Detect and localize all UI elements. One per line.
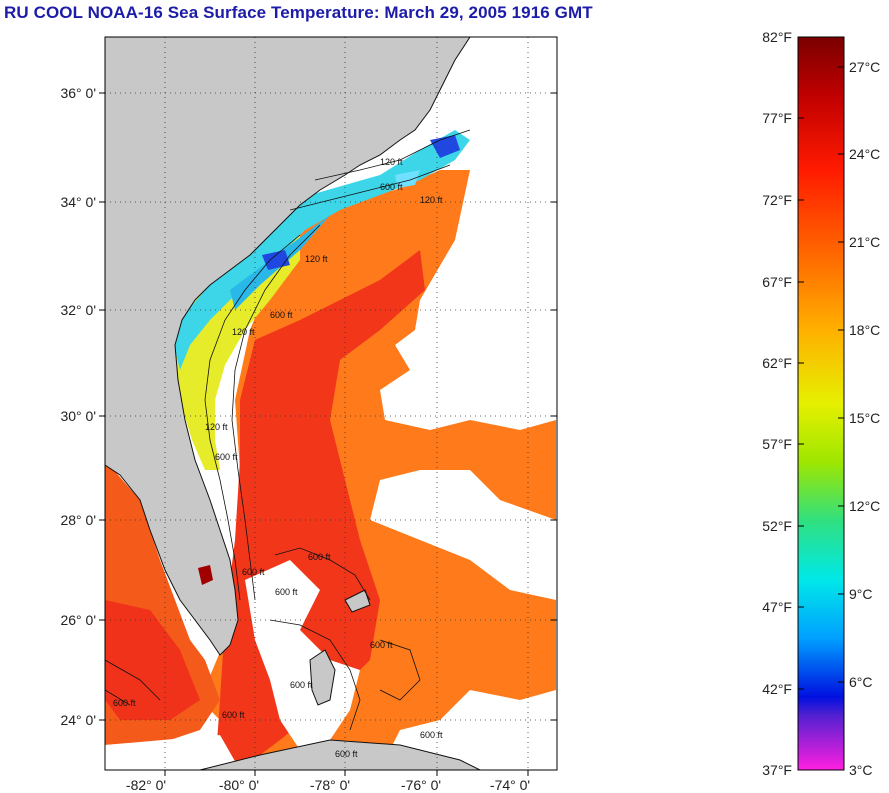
bahamas-clouds bbox=[245, 560, 360, 750]
map-frame bbox=[104, 36, 558, 771]
cuba-land bbox=[199, 739, 481, 770]
lon-label: -82° 0' bbox=[126, 777, 166, 793]
lat-label: 36° 0' bbox=[60, 85, 96, 101]
colorbar-f-label: 42°F bbox=[762, 681, 792, 697]
colorbar-f-label: 37°F bbox=[762, 762, 792, 778]
lake-okeechobee bbox=[198, 565, 213, 585]
colorbar-f-label: 67°F bbox=[762, 274, 792, 290]
lat-label: 26° 0' bbox=[60, 612, 96, 628]
contour-line-120ft bbox=[204, 234, 301, 601]
colorbar-c-label: 18°C bbox=[849, 322, 880, 338]
map-panel: 120 ft 120 ft 600 ft 120 ft 600 ft 600 f… bbox=[105, 37, 557, 770]
colorbar-c-label: 9°C bbox=[849, 586, 873, 602]
colorbar-c-label: 6°C bbox=[849, 674, 873, 690]
andros-island bbox=[309, 649, 336, 706]
contour-lines-bahamas bbox=[269, 547, 421, 731]
contour-label: 600 ft bbox=[380, 182, 403, 192]
lon-label: -80° 0' bbox=[219, 777, 259, 793]
colorbar-f-label: 72°F bbox=[762, 192, 792, 208]
lat-label: 30° 0' bbox=[60, 408, 96, 424]
colorbar-c-label: 3°C bbox=[849, 762, 873, 778]
colorbar bbox=[797, 36, 845, 771]
colorbar-f-label: 52°F bbox=[762, 518, 792, 534]
lon-ticks bbox=[164, 770, 529, 776]
colorbar-f-label: 57°F bbox=[762, 436, 792, 452]
colorbar-c-label: 12°C bbox=[849, 498, 880, 514]
colorbar-f-label: 77°F bbox=[762, 110, 792, 126]
contour-label: 600 ft bbox=[290, 680, 313, 690]
us-land bbox=[105, 37, 471, 656]
contour-line-north bbox=[289, 129, 471, 211]
lat-label: 24° 0' bbox=[60, 712, 96, 728]
contour-label: 600 ft bbox=[242, 567, 265, 577]
colorbar-c-label: 21°C bbox=[849, 234, 880, 250]
contour-label: 120 ft bbox=[380, 157, 403, 167]
gulf-cloud bbox=[105, 735, 240, 770]
contour-label: 120 ft bbox=[420, 195, 443, 205]
lat-label: 34° 0' bbox=[60, 194, 96, 210]
gulf-warm-core bbox=[105, 600, 200, 720]
contour-label: 600 ft bbox=[275, 587, 298, 597]
cold-patch-3 bbox=[395, 170, 420, 188]
lon-label: -74° 0' bbox=[490, 777, 530, 793]
colorbar-f-ticks bbox=[798, 117, 804, 690]
cold-patch-2 bbox=[430, 135, 460, 158]
contour-label: 600 ft bbox=[215, 452, 238, 462]
contour-label: 600 ft bbox=[335, 749, 358, 759]
contour-label: 600 ft bbox=[370, 640, 393, 650]
bahamas-island bbox=[344, 589, 371, 613]
contour-label: 600 ft bbox=[113, 698, 136, 708]
map-title: RU COOL NOAA-16 Sea Surface Temperature:… bbox=[4, 3, 593, 22]
contour-lines-gulf bbox=[105, 659, 161, 706]
contour-line-600ft bbox=[231, 224, 321, 601]
contour-label: 120 ft bbox=[205, 422, 228, 432]
colorbar-c-label: 15°C bbox=[849, 410, 880, 426]
contour-label: 600 ft bbox=[270, 310, 293, 320]
colorbar-f-label: 82°F bbox=[762, 29, 792, 45]
colorbar-f-label: 62°F bbox=[762, 355, 792, 371]
colorbar-c-label: 27°C bbox=[849, 59, 880, 75]
colorbar-c-label: 24°C bbox=[849, 146, 880, 162]
graticule bbox=[105, 37, 557, 770]
colorbar-c-ticks bbox=[838, 66, 844, 683]
lat-label: 28° 0' bbox=[60, 512, 96, 528]
lat-ticks bbox=[99, 92, 557, 721]
contour-label: 600 ft bbox=[222, 710, 245, 720]
contour-label: 600 ft bbox=[420, 730, 443, 740]
contour-label: 600 ft bbox=[308, 552, 331, 562]
contour-label: 120 ft bbox=[305, 254, 328, 264]
contour-label: 120 ft bbox=[232, 327, 255, 337]
lon-label: -78° 0' bbox=[310, 777, 350, 793]
colorbar-f-label: 47°F bbox=[762, 599, 792, 615]
lat-label: 32° 0' bbox=[60, 302, 96, 318]
lon-label: -76° 0' bbox=[401, 777, 441, 793]
